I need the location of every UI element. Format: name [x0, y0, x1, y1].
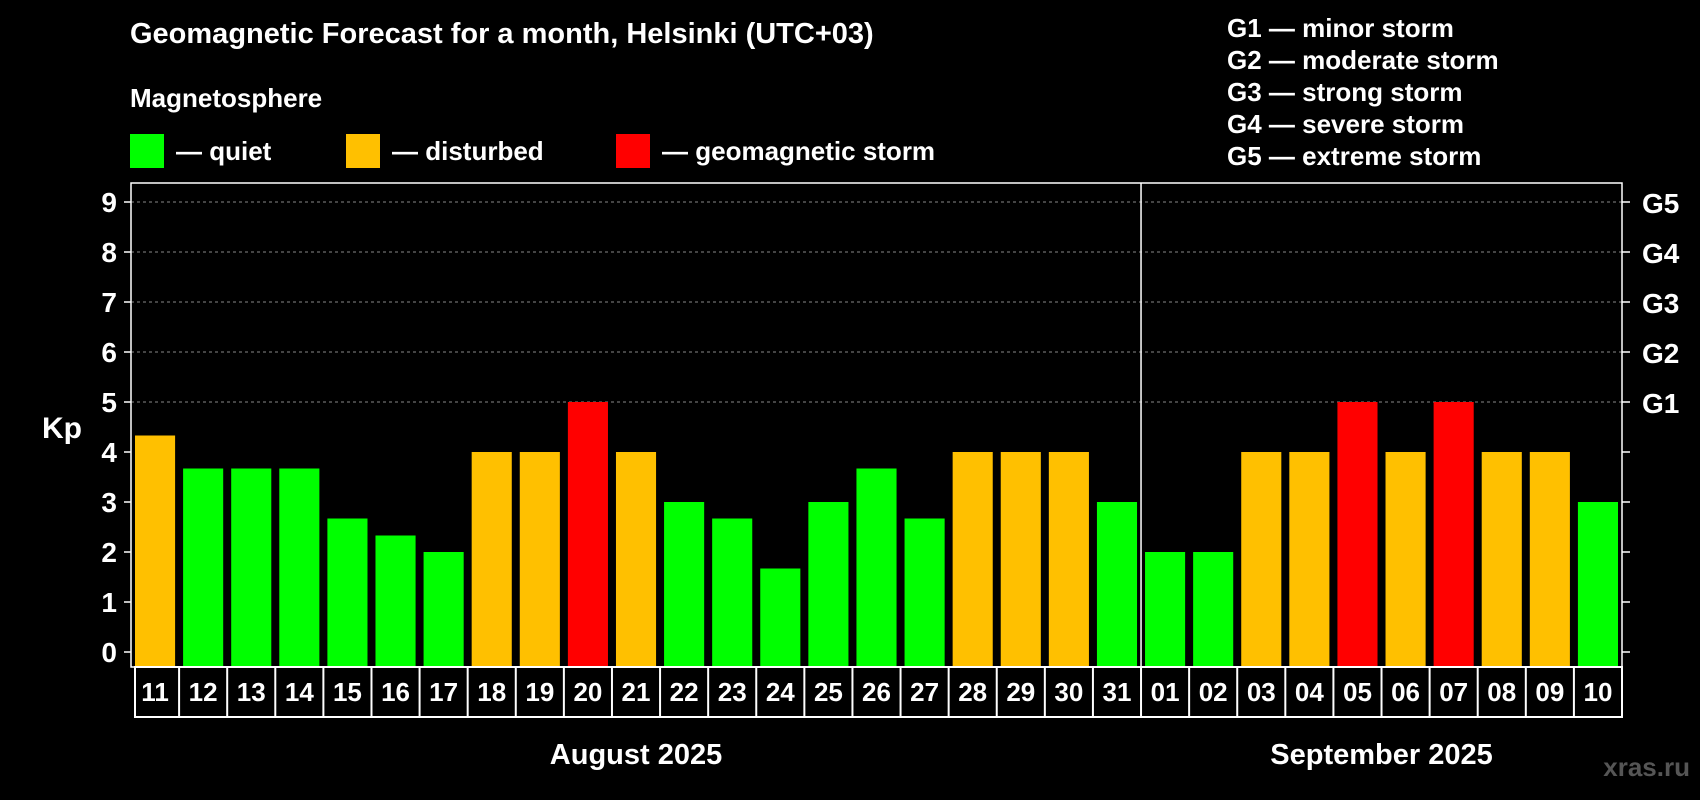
kp-bar — [1289, 452, 1330, 667]
g-level-label: G4 — [1642, 238, 1680, 269]
month-label: September 2025 — [1270, 739, 1492, 771]
date-label: 13 — [237, 677, 266, 707]
date-label: 14 — [285, 677, 314, 707]
y-tick-label: 4 — [101, 437, 117, 468]
month-label: August 2025 — [550, 739, 722, 771]
y-tick-label: 9 — [101, 187, 117, 218]
date-label: 15 — [333, 677, 362, 707]
kp-bar — [1193, 552, 1234, 667]
date-label: 12 — [189, 677, 218, 707]
kp-bar — [135, 435, 176, 667]
date-label: 19 — [525, 677, 554, 707]
legend-label-quiet: — quiet — [176, 135, 272, 166]
magnetosphere-label: Magnetosphere — [130, 83, 323, 113]
g-scale-g2: G2 — moderate storm — [1227, 45, 1499, 75]
date-label: 01 — [1151, 677, 1180, 707]
date-row-frame — [134, 666, 1623, 718]
kp-bar — [1145, 552, 1186, 667]
date-label: 09 — [1535, 677, 1564, 707]
kp-bar — [375, 535, 416, 667]
kp-bar — [423, 552, 464, 667]
chart-title: Geomagnetic Forecast for a month, Helsin… — [130, 18, 874, 50]
kp-bar — [1433, 402, 1474, 667]
date-label: 25 — [814, 677, 843, 707]
date-label: 17 — [429, 677, 458, 707]
date-label: 28 — [958, 677, 987, 707]
kp-bar — [183, 468, 224, 667]
kp-bar — [567, 402, 608, 667]
kp-bar — [1048, 452, 1089, 667]
date-label: 03 — [1247, 677, 1276, 707]
g-level-label: G1 — [1642, 388, 1679, 419]
y-axis-label: Kp — [42, 412, 82, 445]
g-scale-g5: G5 — extreme storm — [1227, 141, 1482, 171]
kp-bar — [519, 452, 560, 667]
y-tick-label: 2 — [101, 537, 117, 568]
kp-bar — [471, 452, 512, 667]
kp-bar — [1000, 452, 1041, 667]
kp-bar — [1481, 452, 1522, 667]
date-label: 18 — [477, 677, 506, 707]
g-scale-g4: G4 — severe storm — [1227, 109, 1465, 139]
legend-swatch-disturbed — [346, 134, 380, 168]
kp-bar — [1241, 452, 1282, 667]
date-label: 23 — [718, 677, 747, 707]
date-label: 20 — [573, 677, 602, 707]
watermark: xras.ru — [1603, 752, 1690, 782]
kp-bar — [952, 452, 993, 667]
kp-bar — [1529, 452, 1570, 667]
date-label: 31 — [1103, 677, 1132, 707]
legend-item-quiet: — quiet — [130, 134, 271, 168]
date-label: 04 — [1295, 677, 1324, 707]
kp-bar — [1577, 502, 1618, 667]
kp-bar — [1385, 452, 1426, 667]
kp-bar — [231, 468, 272, 667]
kp-bar — [279, 468, 320, 667]
kp-bar — [760, 568, 801, 667]
kp-bar — [856, 468, 897, 667]
y-tick-label: 7 — [101, 287, 117, 318]
date-label: 08 — [1487, 677, 1516, 707]
date-label: 10 — [1583, 677, 1612, 707]
legend-swatch-quiet — [130, 134, 164, 168]
g-level-label: G3 — [1642, 288, 1679, 319]
date-label: 30 — [1054, 677, 1083, 707]
kp-bar — [1337, 402, 1378, 667]
kp-bar — [327, 518, 368, 667]
legend-label-storm: — geomagnetic storm — [662, 135, 936, 166]
date-label: 06 — [1391, 677, 1420, 707]
date-label: 11 — [141, 677, 169, 707]
kp-bar — [904, 518, 945, 667]
y-tick-label: 8 — [101, 237, 117, 268]
legend-item-disturbed: — disturbed — [346, 134, 544, 168]
y-tick-label: 3 — [101, 487, 117, 518]
kp-bar — [615, 452, 657, 667]
kp-bar — [664, 502, 705, 667]
date-label: 02 — [1199, 677, 1228, 707]
g-level-label: G5 — [1642, 188, 1679, 219]
date-label: 27 — [910, 677, 939, 707]
kp-bar — [712, 518, 753, 667]
y-tick-label: 1 — [101, 587, 117, 618]
y-tick-label: 5 — [101, 387, 117, 418]
g-level-label: G2 — [1642, 338, 1679, 369]
legend-swatch-storm — [616, 134, 650, 168]
date-label: 21 — [622, 677, 651, 707]
legend-item-storm: — geomagnetic storm — [616, 134, 935, 168]
g-scale-g1: G1 — minor storm — [1227, 13, 1454, 43]
date-label: 07 — [1439, 677, 1468, 707]
legend-label-disturbed: — disturbed — [392, 135, 544, 166]
date-label: 26 — [862, 677, 891, 707]
date-label: 24 — [766, 677, 795, 707]
date-label: 05 — [1343, 677, 1372, 707]
date-label: 29 — [1006, 677, 1035, 707]
y-tick-label: 0 — [101, 637, 117, 668]
kp-bar — [1096, 502, 1138, 667]
date-label: 22 — [670, 677, 699, 707]
kp-bar — [808, 502, 849, 667]
date-label: 16 — [381, 677, 410, 707]
y-tick-label: 6 — [101, 337, 117, 368]
g-scale-g3: G3 — strong storm — [1227, 77, 1463, 107]
